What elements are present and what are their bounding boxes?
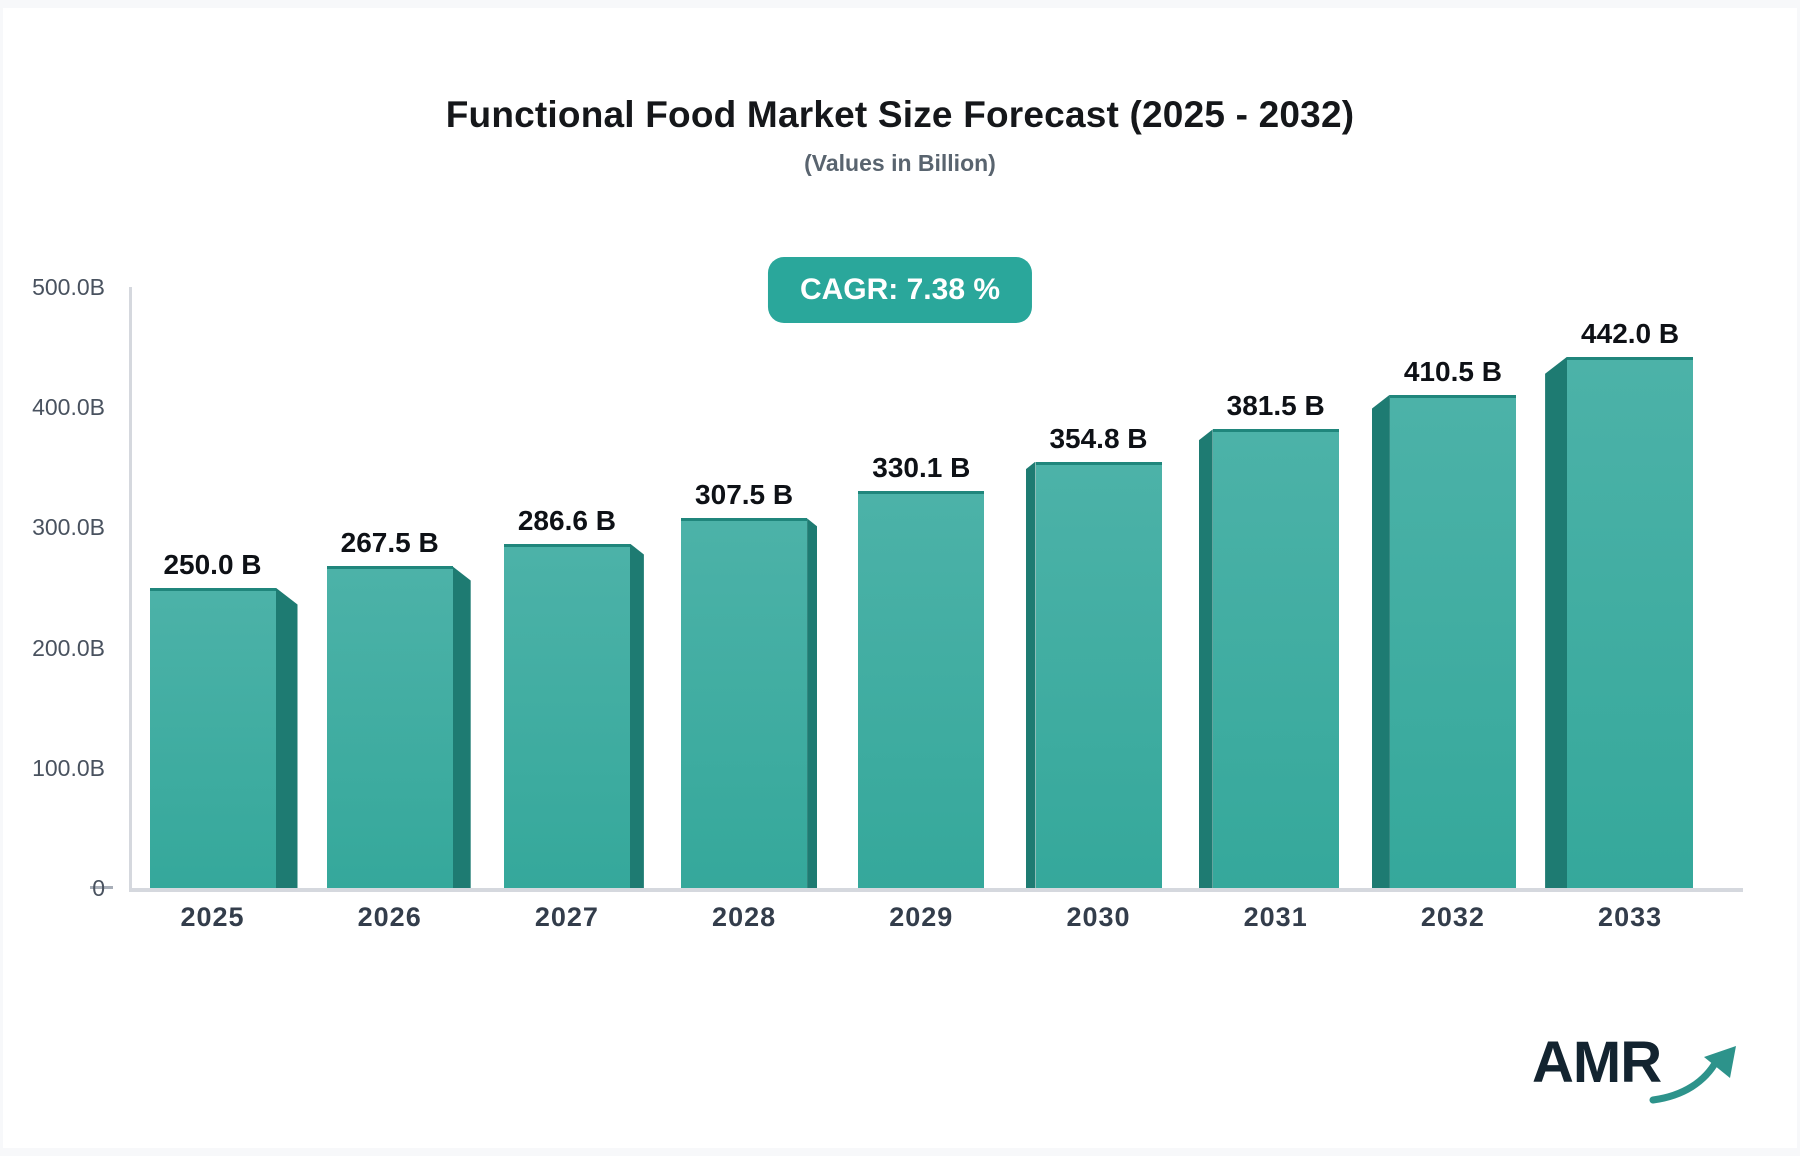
- y-tick-label: 0: [92, 875, 105, 901]
- bar-value-label: 286.6 B: [517, 504, 616, 536]
- y-tick-label: 400.0B: [32, 394, 105, 421]
- bar-2026-side-face: [452, 566, 471, 888]
- bar-2027-side-face: [629, 543, 644, 888]
- bar-value-label: 307.5 B: [695, 479, 794, 511]
- x-axis-line: [129, 888, 1743, 892]
- zero-tick-dash: [90, 886, 113, 889]
- amr-logo-text: AMR: [1532, 1030, 1662, 1095]
- bar-value-label: 381.5 B: [1226, 390, 1325, 422]
- y-tick-label: 100.0B: [32, 754, 105, 781]
- growth-arrow-icon: [1649, 1046, 1737, 1104]
- bar-2025: [149, 587, 276, 888]
- x-axis-label: 2029: [889, 902, 954, 932]
- bar-2031: [1212, 429, 1339, 888]
- bar-value-label: 354.8 B: [1049, 422, 1148, 454]
- x-axis-label: 2031: [1243, 902, 1308, 932]
- bar-2025-side-face: [275, 587, 298, 888]
- bar-2033: [1567, 356, 1694, 888]
- bar-2028-side-face: [807, 518, 818, 888]
- x-axis-label: 2027: [534, 902, 599, 932]
- y-tick-label: 300.0B: [32, 514, 105, 541]
- chart-title: Functional Food Market Size Forecast (20…: [445, 94, 1355, 135]
- cagr-label: CAGR: 7.38 %: [799, 273, 1001, 306]
- amr-logo: AMR: [1532, 1032, 1737, 1104]
- bar-value-label: 267.5 B: [340, 527, 439, 559]
- y-tick-label: 200.0B: [32, 634, 105, 661]
- bar-2031-side-face: [1198, 429, 1213, 888]
- bar-2027: [503, 543, 630, 888]
- chart-subtitle: (Values in Billion): [804, 150, 996, 176]
- bar-value-label: 410.5 B: [1403, 355, 1502, 387]
- x-axis-label: 2025: [180, 902, 245, 932]
- x-axis-label: 2030: [1066, 902, 1131, 932]
- y-axis-line: [129, 287, 132, 891]
- bar-2033-side-face: [1545, 356, 1568, 888]
- x-axis-label: 2032: [1420, 902, 1485, 932]
- bar-2029: [858, 491, 985, 888]
- bar-value-label: 330.1 B: [872, 452, 971, 484]
- bar-value-label: 442.0 B: [1581, 317, 1680, 349]
- x-axis-label: 2033: [1598, 902, 1663, 932]
- bar-2032-side-face: [1371, 394, 1390, 888]
- bar-2026: [326, 566, 453, 888]
- x-axis-label: 2028: [712, 902, 777, 932]
- bar-value-label: 250.0 B: [163, 548, 262, 580]
- cagr-badge: CAGR: 7.38 %: [767, 257, 1033, 323]
- y-tick-label: 500.0B: [32, 274, 105, 300]
- bar-2030: [1035, 461, 1162, 888]
- bar-2030-side-face: [1025, 461, 1036, 888]
- bar-2032: [1389, 394, 1516, 888]
- x-axis-label: 2026: [357, 902, 422, 932]
- bar-2028: [681, 518, 808, 888]
